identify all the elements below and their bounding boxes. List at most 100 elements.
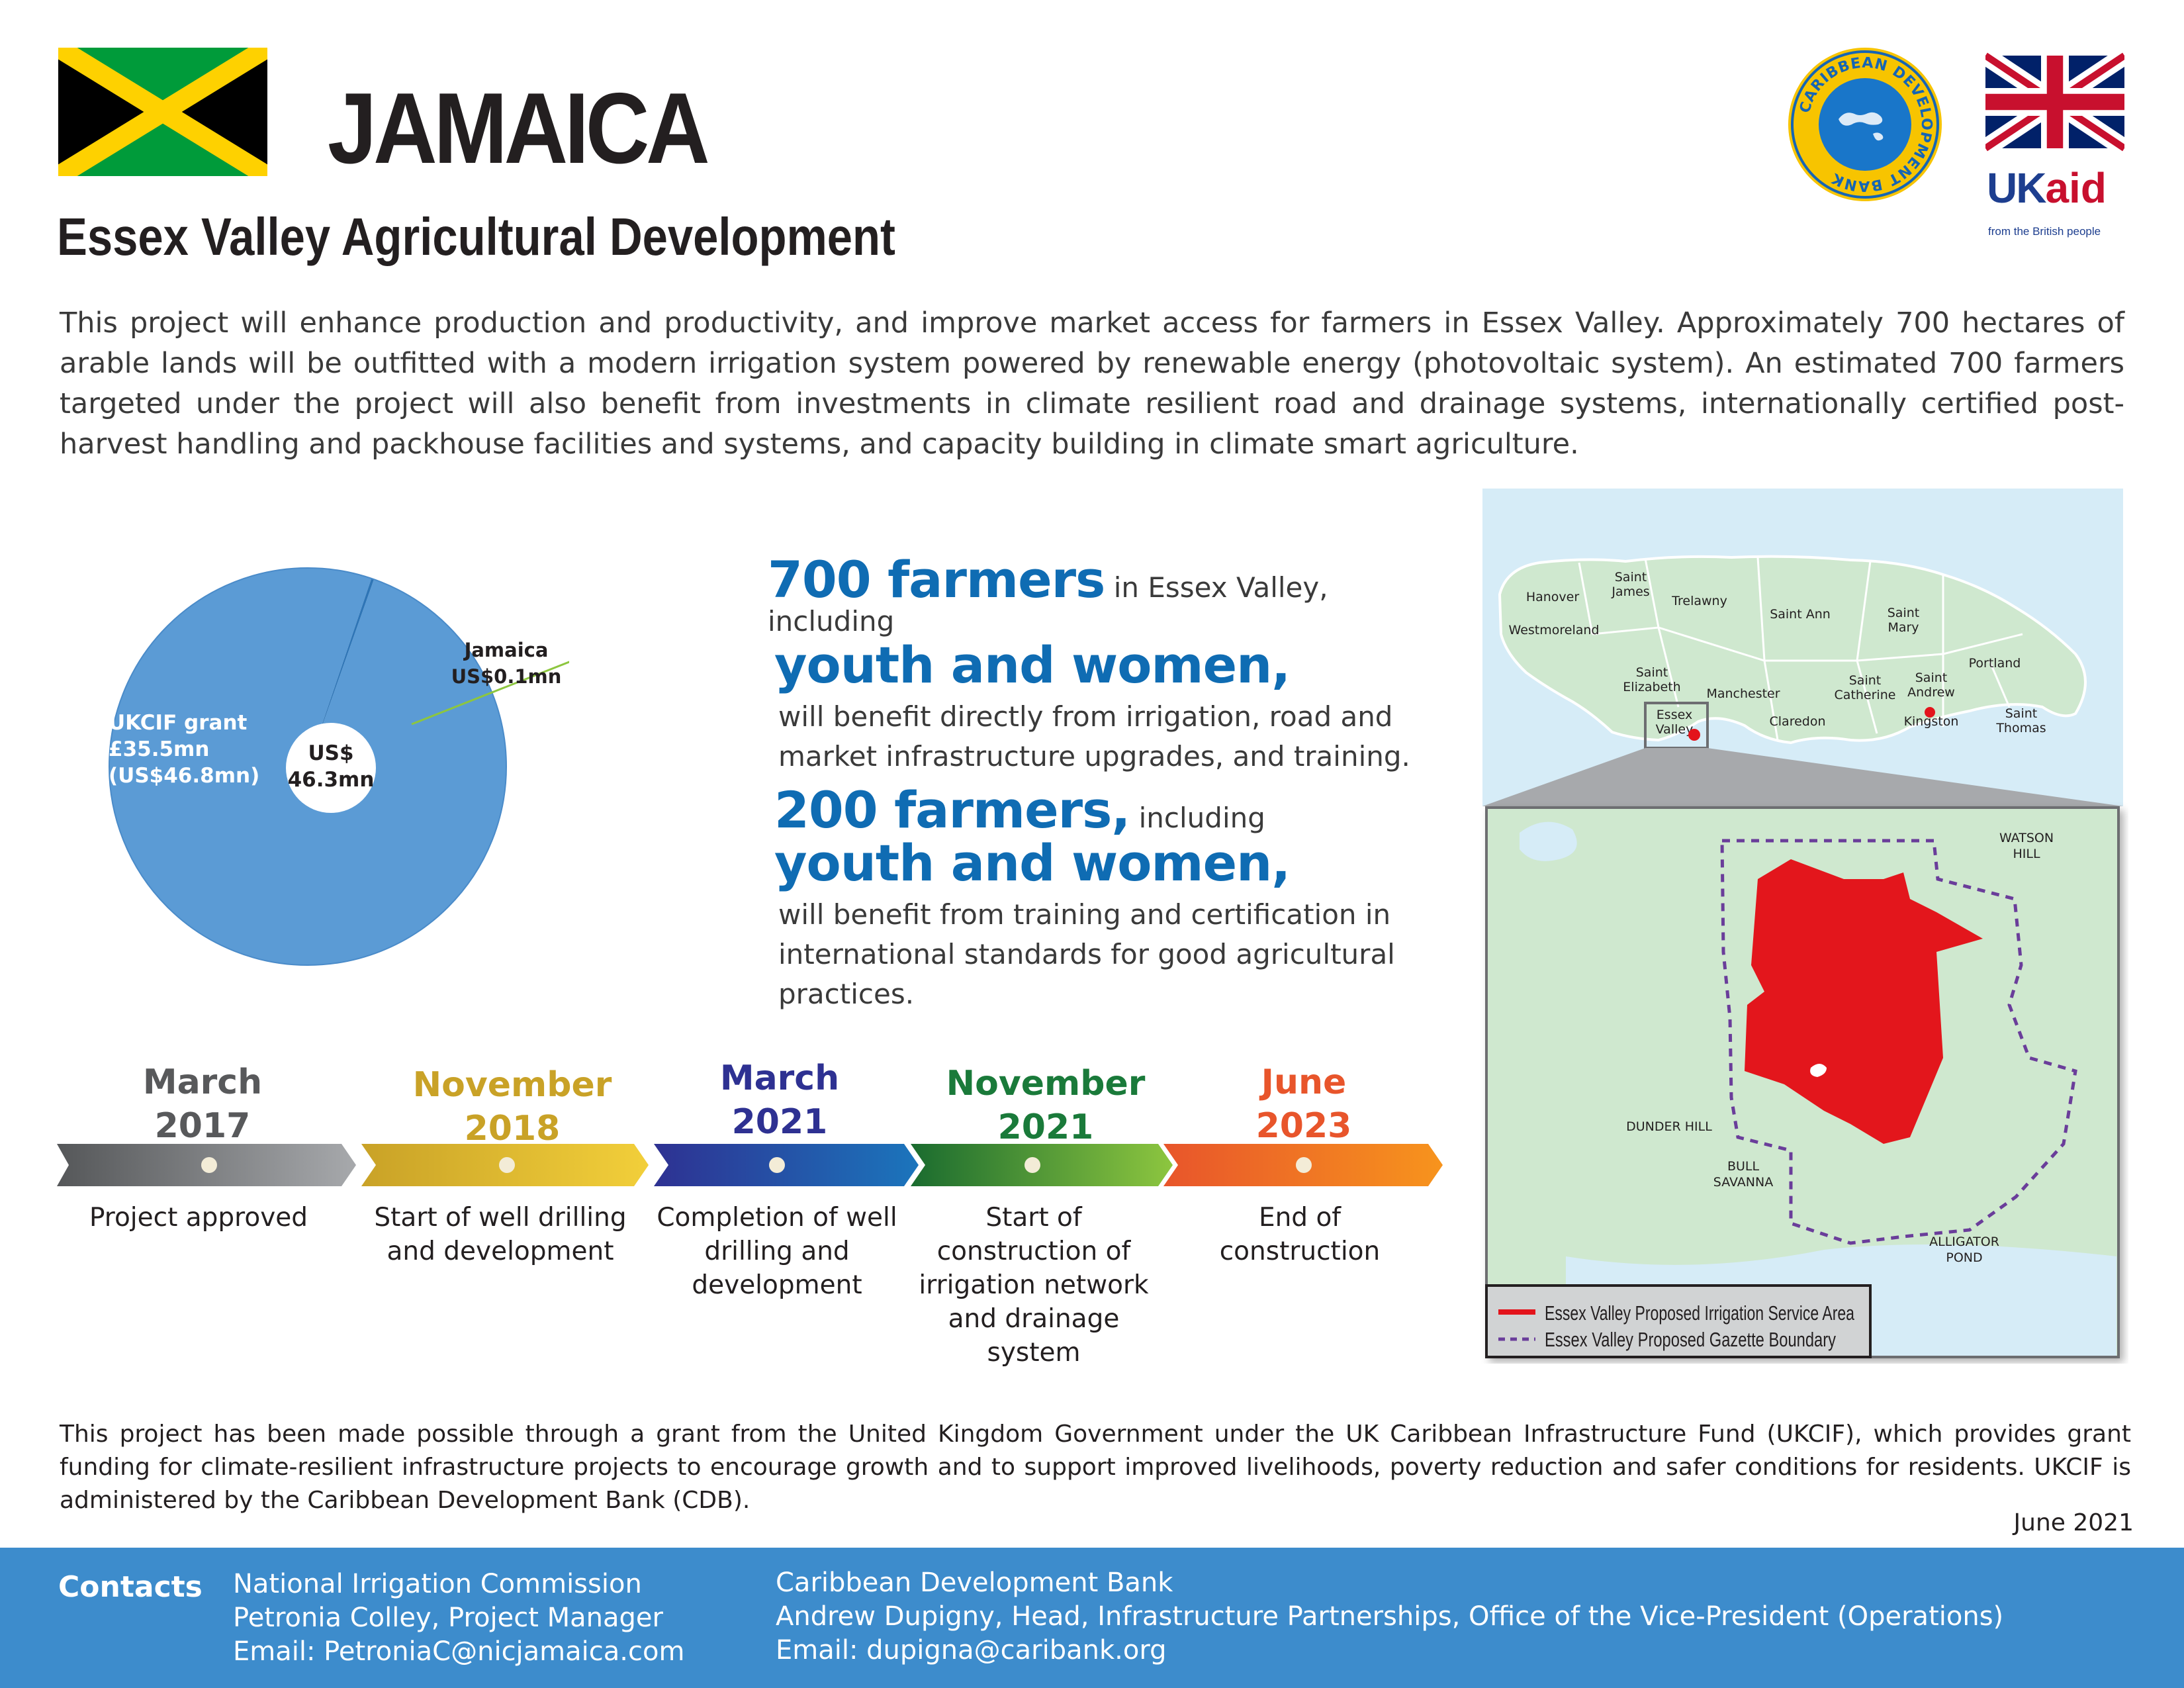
tl-year: 2023: [1255, 1106, 1352, 1146]
desc-line: market infrastructure upgrades, and trai…: [778, 740, 1410, 773]
pie-svg: US$ 46.3mn UKCIF grant£35.5mn (US$46.8mn) Ja…: [109, 567, 573, 966]
contact-org: Caribbean Development Bank: [776, 1568, 1173, 1598]
gazette-boundary: [1720, 839, 2077, 1245]
timeline-desc-2021a: Completion of well drilling and developm…: [645, 1201, 909, 1302]
legend-item-boundary: Essex Valley Proposed Gazette Boundary: [1545, 1328, 1836, 1351]
timeline-segment-2021a: [654, 1144, 919, 1186]
timeline-desc-2018: Start of well drilling and development: [368, 1201, 633, 1268]
parish-label: Portland: [1969, 656, 2021, 671]
timeline-desc-2023: End of construction: [1167, 1201, 1432, 1268]
pie-center-label: 46.3mn: [288, 768, 375, 792]
pie-slice-label-jamaica: Jamaica: [463, 639, 549, 661]
ukaid-aid-text: aid: [2045, 164, 2107, 212]
farmers-group-2: youth and women,: [774, 833, 1291, 892]
jamaica-island-shape: [1498, 555, 2087, 745]
parish-borders: [1578, 557, 2023, 741]
parish-labels: Hanover Saint James Trelawny Saint Ann Saint M…: [1509, 570, 2046, 737]
place-labels: WATSON HILL DUNDER HILL BULL SAVANNA ALLIGATO…: [1626, 831, 2054, 1265]
tl-line: Completion of well: [657, 1203, 897, 1233]
contact-nic: National Irrigation Commission Petronia …: [233, 1568, 684, 1669]
pie-slice-label-ukcif: UKCIF grant: [109, 711, 248, 735]
parish-label: Saint Elizabeth: [1623, 665, 1680, 694]
timeline-dot-2021a: [769, 1157, 785, 1173]
jamaica-flag-icon: [58, 48, 267, 176]
timeline-dot-2021b: [1024, 1157, 1040, 1173]
publication-date: June 2021: [2013, 1509, 2134, 1536]
zoom-connector: [1482, 748, 2123, 806]
parish-label: Hanover: [1526, 590, 1580, 604]
timeline-dot-2023: [1296, 1157, 1312, 1173]
parish-label: Saint Thomas: [1995, 706, 2046, 735]
union-jack-icon: [1980, 48, 2130, 156]
tl-month: November: [946, 1064, 1146, 1103]
tl-line: End of: [1258, 1203, 1342, 1233]
pie-slice-label-jamaica: US$0.1mn: [451, 665, 562, 688]
tl-line: drilling and: [704, 1237, 850, 1266]
place-label: DUNDER HILL: [1626, 1119, 1712, 1134]
farmers-block-2: 200 farmers, including youth and women, …: [774, 785, 1436, 1014]
timeline-arrows: [57, 1144, 1443, 1186]
farmers-block-1: 700 farmers in Essex Valley, including y…: [768, 555, 1430, 776]
map-legend: Essex Valley Proposed Irrigation Service…: [1485, 1284, 1872, 1358]
timeline-date-2021b: November 2021: [927, 1062, 1165, 1149]
irrigation-service-area: [1745, 859, 1983, 1144]
farmers-count-2: 200 farmers,: [774, 780, 1130, 839]
parish-label: Westmoreland: [1509, 623, 1600, 637]
kingston-marker: [1925, 707, 1935, 718]
desc-line: international standards for good agricul…: [778, 938, 1395, 970]
place-label: ALLIGATOR POND: [1929, 1235, 1999, 1265]
inner-hole: [1810, 1064, 1827, 1077]
page-title: JAMAICA: [328, 72, 710, 185]
tl-year: 2018: [464, 1109, 561, 1149]
timeline-date-2018: November 2018: [393, 1063, 631, 1150]
timeline-segment-2021b: [911, 1144, 1173, 1186]
parish-label: Kingston: [1904, 714, 1959, 729]
parish-label: Claredon: [1770, 714, 1826, 729]
tl-month: March: [719, 1058, 840, 1098]
tl-year: 2021: [997, 1107, 1094, 1147]
contact-email[interactable]: Email: PetroniaC@nicjamaica.com: [233, 1636, 685, 1667]
contacts-bar: Contacts National Irrigation Commission …: [0, 1548, 2184, 1688]
contact-cdb: Caribbean Development Bank Andrew Dupign…: [776, 1566, 2003, 1667]
footer-note: This project has been made possible thro…: [60, 1421, 2131, 1514]
tl-line: Start of well drilling: [374, 1203, 627, 1233]
tl-year: 2021: [731, 1102, 828, 1142]
farmers-desc-1: will benefit directly from irrigation, r…: [778, 697, 1430, 776]
parish-label: Trelawny: [1671, 594, 1727, 608]
tl-month: March: [142, 1062, 263, 1102]
page-subtitle: Essex Valley Agricultural Development: [57, 207, 895, 266]
timeline-dot-2018: [499, 1157, 515, 1173]
tl-line: and development: [387, 1237, 614, 1266]
tl-month: June: [1261, 1062, 1347, 1102]
farmers-count-1: 700 farmers: [768, 550, 1105, 609]
farmers-location-1: in Essex Valley, including: [768, 571, 1328, 637]
contact-org: National Irrigation Commission: [233, 1569, 642, 1599]
pie-slice-label-ukcif: (US$46.8mn): [109, 764, 259, 788]
contacts-title: Contacts: [58, 1570, 203, 1604]
ukaid-tagline: from the British people: [1988, 225, 2101, 238]
project-map: Hanover Saint James Trelawny Saint Ann Saint M…: [1482, 489, 2123, 1358]
timeline-desc-2021b: Start of construction of irrigation netw…: [901, 1201, 1166, 1370]
tl-line: construction of: [936, 1237, 1131, 1266]
parish-label: Saint Mary: [1888, 606, 1919, 635]
contact-person: Petronia Colley, Project Manager: [233, 1603, 663, 1633]
pie-slice: [308, 578, 375, 767]
pie-leader-line: [411, 659, 573, 726]
contact-email[interactable]: Email: dupigna@caribank.org: [776, 1635, 1167, 1665]
timeline-date-2023: June 2023: [1185, 1060, 1423, 1148]
contact-person: Andrew Dupigny, Head, Infrastructure Par…: [776, 1601, 2004, 1632]
parish-label: Saint James: [1611, 570, 1649, 599]
essex-valley-marker: [1688, 729, 1700, 741]
parish-label: Saint Catherine: [1835, 673, 1896, 702]
farmers-group-1: youth and women,: [774, 635, 1291, 694]
tl-line: Project approved: [89, 1203, 308, 1233]
parish-label: Manchester: [1706, 686, 1780, 701]
pie-center-hole: [286, 723, 376, 813]
tl-year: 2017: [154, 1106, 251, 1146]
timeline-date-2017: March 2017: [83, 1060, 322, 1148]
intro-paragraph: This project will enhance production and…: [60, 306, 2124, 461]
ukaid-uk-text: UK: [1987, 164, 2046, 212]
pie-slice-label-ukcif: £35.5mn: [109, 737, 209, 761]
timeline-dot-2017: [201, 1157, 217, 1173]
pie-center-label: US$: [308, 741, 353, 765]
